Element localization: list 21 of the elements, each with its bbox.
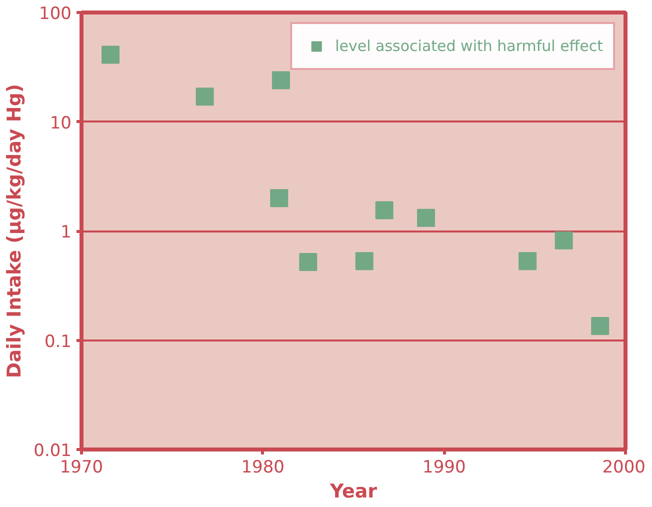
- y-axis-title: Daily Intake (µg/kg/day Hg): [4, 84, 26, 378]
- x-tick-label: 1990: [422, 458, 466, 478]
- x-axis-title: Year: [328, 480, 378, 502]
- point: [591, 317, 610, 336]
- y-tick-label: 100: [39, 4, 72, 24]
- x-tick-label: 1980: [241, 458, 284, 478]
- point: [518, 252, 537, 270]
- point: [102, 46, 120, 64]
- point: [196, 88, 214, 106]
- y-tick-label: 0.1: [44, 332, 72, 352]
- point: [270, 189, 288, 208]
- point: [554, 231, 573, 250]
- x-tick-label: 2000: [602, 458, 646, 478]
- y-tick-label: 1: [60, 222, 72, 242]
- point: [272, 71, 290, 90]
- point: [375, 201, 394, 220]
- legend-label: level associated with harmful effect: [335, 37, 603, 55]
- y-tick-label: 10: [50, 113, 72, 134]
- point: [299, 253, 318, 272]
- point: [417, 208, 436, 227]
- point: [355, 252, 374, 270]
